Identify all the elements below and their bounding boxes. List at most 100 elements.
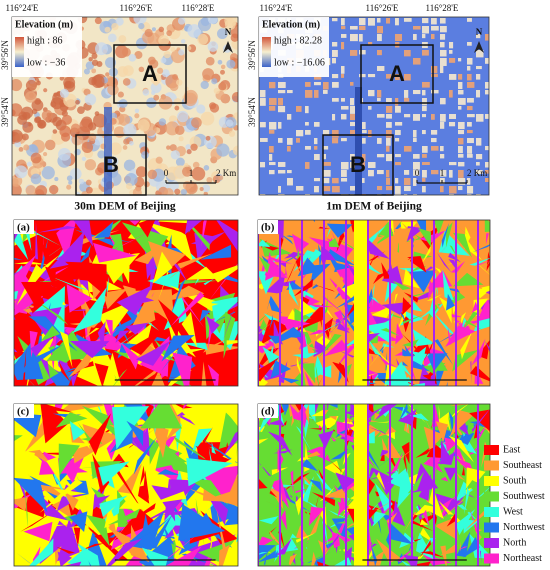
aspect-facet <box>49 231 85 269</box>
building <box>359 74 366 78</box>
aspect-facet <box>289 494 293 498</box>
aspect-facet <box>463 519 479 534</box>
aspect-facet <box>56 220 77 260</box>
legend-label: Northeast <box>503 553 542 564</box>
terrain-blob <box>22 121 34 133</box>
aspect-facet <box>327 404 338 408</box>
terrain-blob <box>134 50 143 59</box>
aspect-facet <box>392 499 406 527</box>
building <box>467 130 473 134</box>
aspect-texture <box>258 404 490 566</box>
building <box>287 170 292 174</box>
aspect-facet <box>264 302 273 319</box>
terrain-blob <box>91 68 97 74</box>
aspect-facet <box>452 349 479 372</box>
terrain-blob <box>169 144 177 152</box>
building <box>377 170 384 175</box>
panel-frame <box>13 219 239 387</box>
building <box>377 50 382 56</box>
aspect-facet <box>37 492 68 521</box>
terrain-blob <box>207 41 219 52</box>
aspect-facet <box>93 242 137 263</box>
building <box>260 138 268 142</box>
building <box>413 114 421 121</box>
aspect-facet <box>435 514 456 525</box>
legend-swatch <box>484 507 499 517</box>
aspect-facet <box>62 301 67 306</box>
aspect-facet <box>288 280 299 307</box>
aspect-facet <box>322 488 349 499</box>
aspect-facet <box>165 311 196 358</box>
aspect-facet <box>309 479 323 493</box>
building <box>404 146 412 152</box>
building <box>350 122 356 127</box>
aspect-facet <box>395 323 404 345</box>
aspect-facet <box>370 544 378 566</box>
building <box>476 194 481 195</box>
building <box>440 146 444 152</box>
aspect-facet <box>30 333 56 357</box>
aspect-facet <box>211 296 238 324</box>
aspect-facet <box>366 267 385 277</box>
aspect-facet <box>258 478 268 489</box>
building <box>449 58 456 63</box>
building <box>278 106 286 113</box>
terrain-blob <box>182 166 193 177</box>
building <box>269 122 277 130</box>
aspect-facet <box>446 511 457 527</box>
terrain-blob <box>191 117 202 128</box>
aspect-facet <box>167 220 192 239</box>
terrain-blob <box>211 78 218 85</box>
aspect-facet <box>258 552 268 555</box>
building <box>377 34 382 42</box>
aspect-facet <box>14 254 37 292</box>
aspect-facet <box>338 536 345 562</box>
building <box>332 58 336 64</box>
aspect-facet <box>450 261 466 273</box>
building <box>359 26 366 31</box>
aspect-facet <box>342 531 361 547</box>
aspect-facet <box>66 284 93 313</box>
aspect-facet <box>403 511 417 533</box>
building <box>485 114 489 119</box>
aspect-facet <box>24 479 28 529</box>
terrain-blob <box>180 39 186 44</box>
terrain-blob <box>137 119 150 132</box>
aspect-facet <box>86 514 110 547</box>
aspect-facet <box>363 321 392 344</box>
aspect-facet <box>427 487 444 519</box>
terrain-blob <box>206 177 213 184</box>
aspect-facet <box>117 252 130 284</box>
terrain-blob <box>176 79 183 86</box>
terrain-blob <box>205 56 215 66</box>
aspect-facet <box>475 486 490 501</box>
aspect-facet <box>98 461 130 486</box>
terrain-blob <box>170 150 181 160</box>
building <box>269 82 276 89</box>
aspect-facet <box>94 221 114 239</box>
terrain-blob <box>91 59 99 66</box>
building <box>377 90 382 98</box>
aspect-facet <box>323 339 349 357</box>
building <box>377 66 385 72</box>
aspect-facet <box>49 276 90 291</box>
terrain-blob <box>66 175 73 182</box>
building <box>467 98 474 103</box>
building <box>467 74 472 81</box>
building <box>359 18 366 26</box>
building <box>395 154 401 158</box>
aspect-facet <box>265 500 283 509</box>
terrain-blob <box>205 135 211 141</box>
aspect-facet <box>473 412 479 439</box>
aspect-facet <box>96 404 105 420</box>
aspect-facet <box>35 221 39 260</box>
building <box>476 138 482 146</box>
building <box>404 186 411 192</box>
terrain-blob <box>232 145 238 156</box>
aspect-facet <box>113 350 129 359</box>
aspect-facet <box>151 374 185 379</box>
building <box>422 114 427 118</box>
building <box>269 154 273 161</box>
building <box>323 170 331 177</box>
aspect-facet <box>387 437 402 459</box>
